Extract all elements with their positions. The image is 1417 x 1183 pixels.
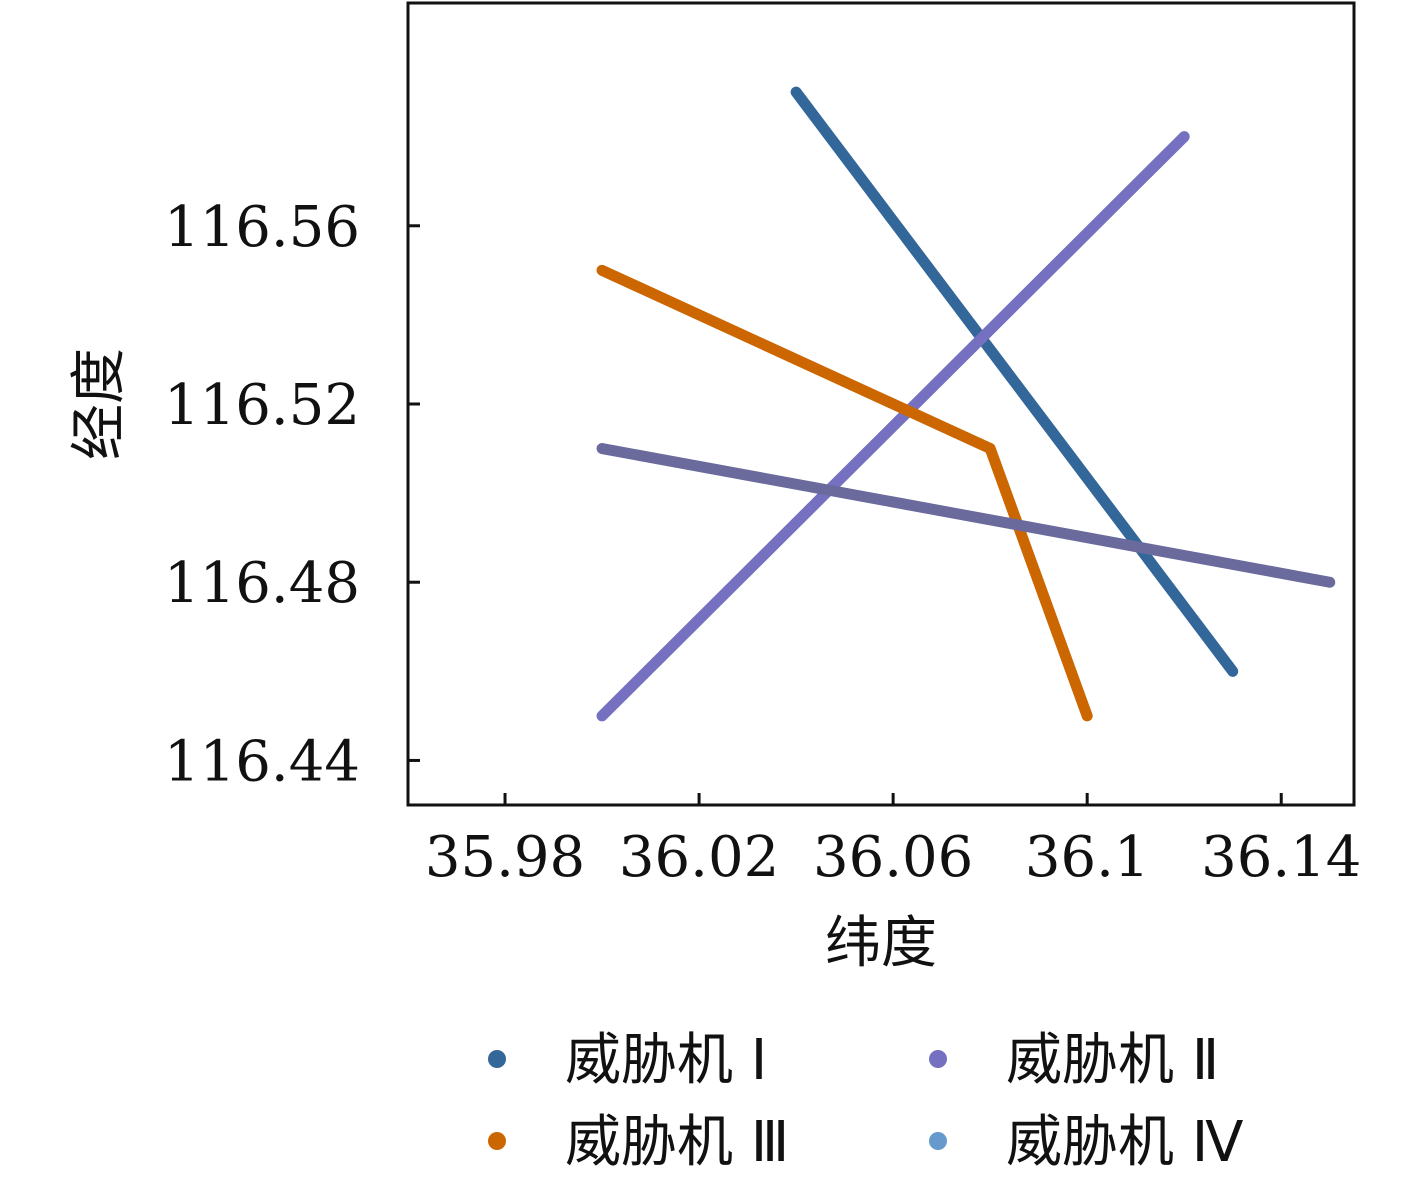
y-tick-label: 116.48	[164, 551, 360, 616]
y-tick-label: 116.52	[164, 373, 360, 438]
x-tick-label: 36.14	[1201, 825, 1361, 890]
legend-marker	[929, 1050, 947, 1068]
legend-marker	[488, 1050, 506, 1068]
series-line-2	[596, 131, 1190, 722]
legend-label: 威胁机 Ⅱ	[1006, 1028, 1219, 1093]
x-tick-label: 36.1	[1025, 825, 1150, 890]
legend-label: 威胁机 Ⅰ	[565, 1028, 767, 1093]
y-tick-label: 116.56	[164, 195, 360, 260]
legend-label: 威胁机 Ⅲ	[565, 1110, 789, 1175]
legend-label: 威胁机 Ⅳ	[1006, 1110, 1244, 1175]
legend-marker	[929, 1132, 947, 1150]
series-line-4	[596, 443, 1336, 588]
legend-marker	[488, 1132, 506, 1150]
y-axis-title: 经度	[67, 348, 132, 460]
series-layer	[596, 86, 1336, 722]
x-axis-title: 纬度	[825, 911, 937, 976]
x-tick-label: 35.98	[425, 825, 585, 890]
y-axis-ticks: 116.44 116.48 116.52 116.56	[164, 195, 420, 794]
x-tick-label: 36.02	[619, 825, 779, 890]
x-axis-ticks: 35.98 36.02 36.06 36.1 36.14	[425, 793, 1361, 890]
legend: 威胁机 Ⅰ 威胁机 Ⅱ 威胁机 Ⅲ 威胁机 Ⅳ	[488, 1028, 1244, 1175]
x-tick-label: 36.06	[813, 825, 973, 890]
y-tick-label: 116.44	[164, 729, 360, 794]
series-line-3	[596, 264, 1093, 722]
series-line-1	[790, 86, 1239, 677]
